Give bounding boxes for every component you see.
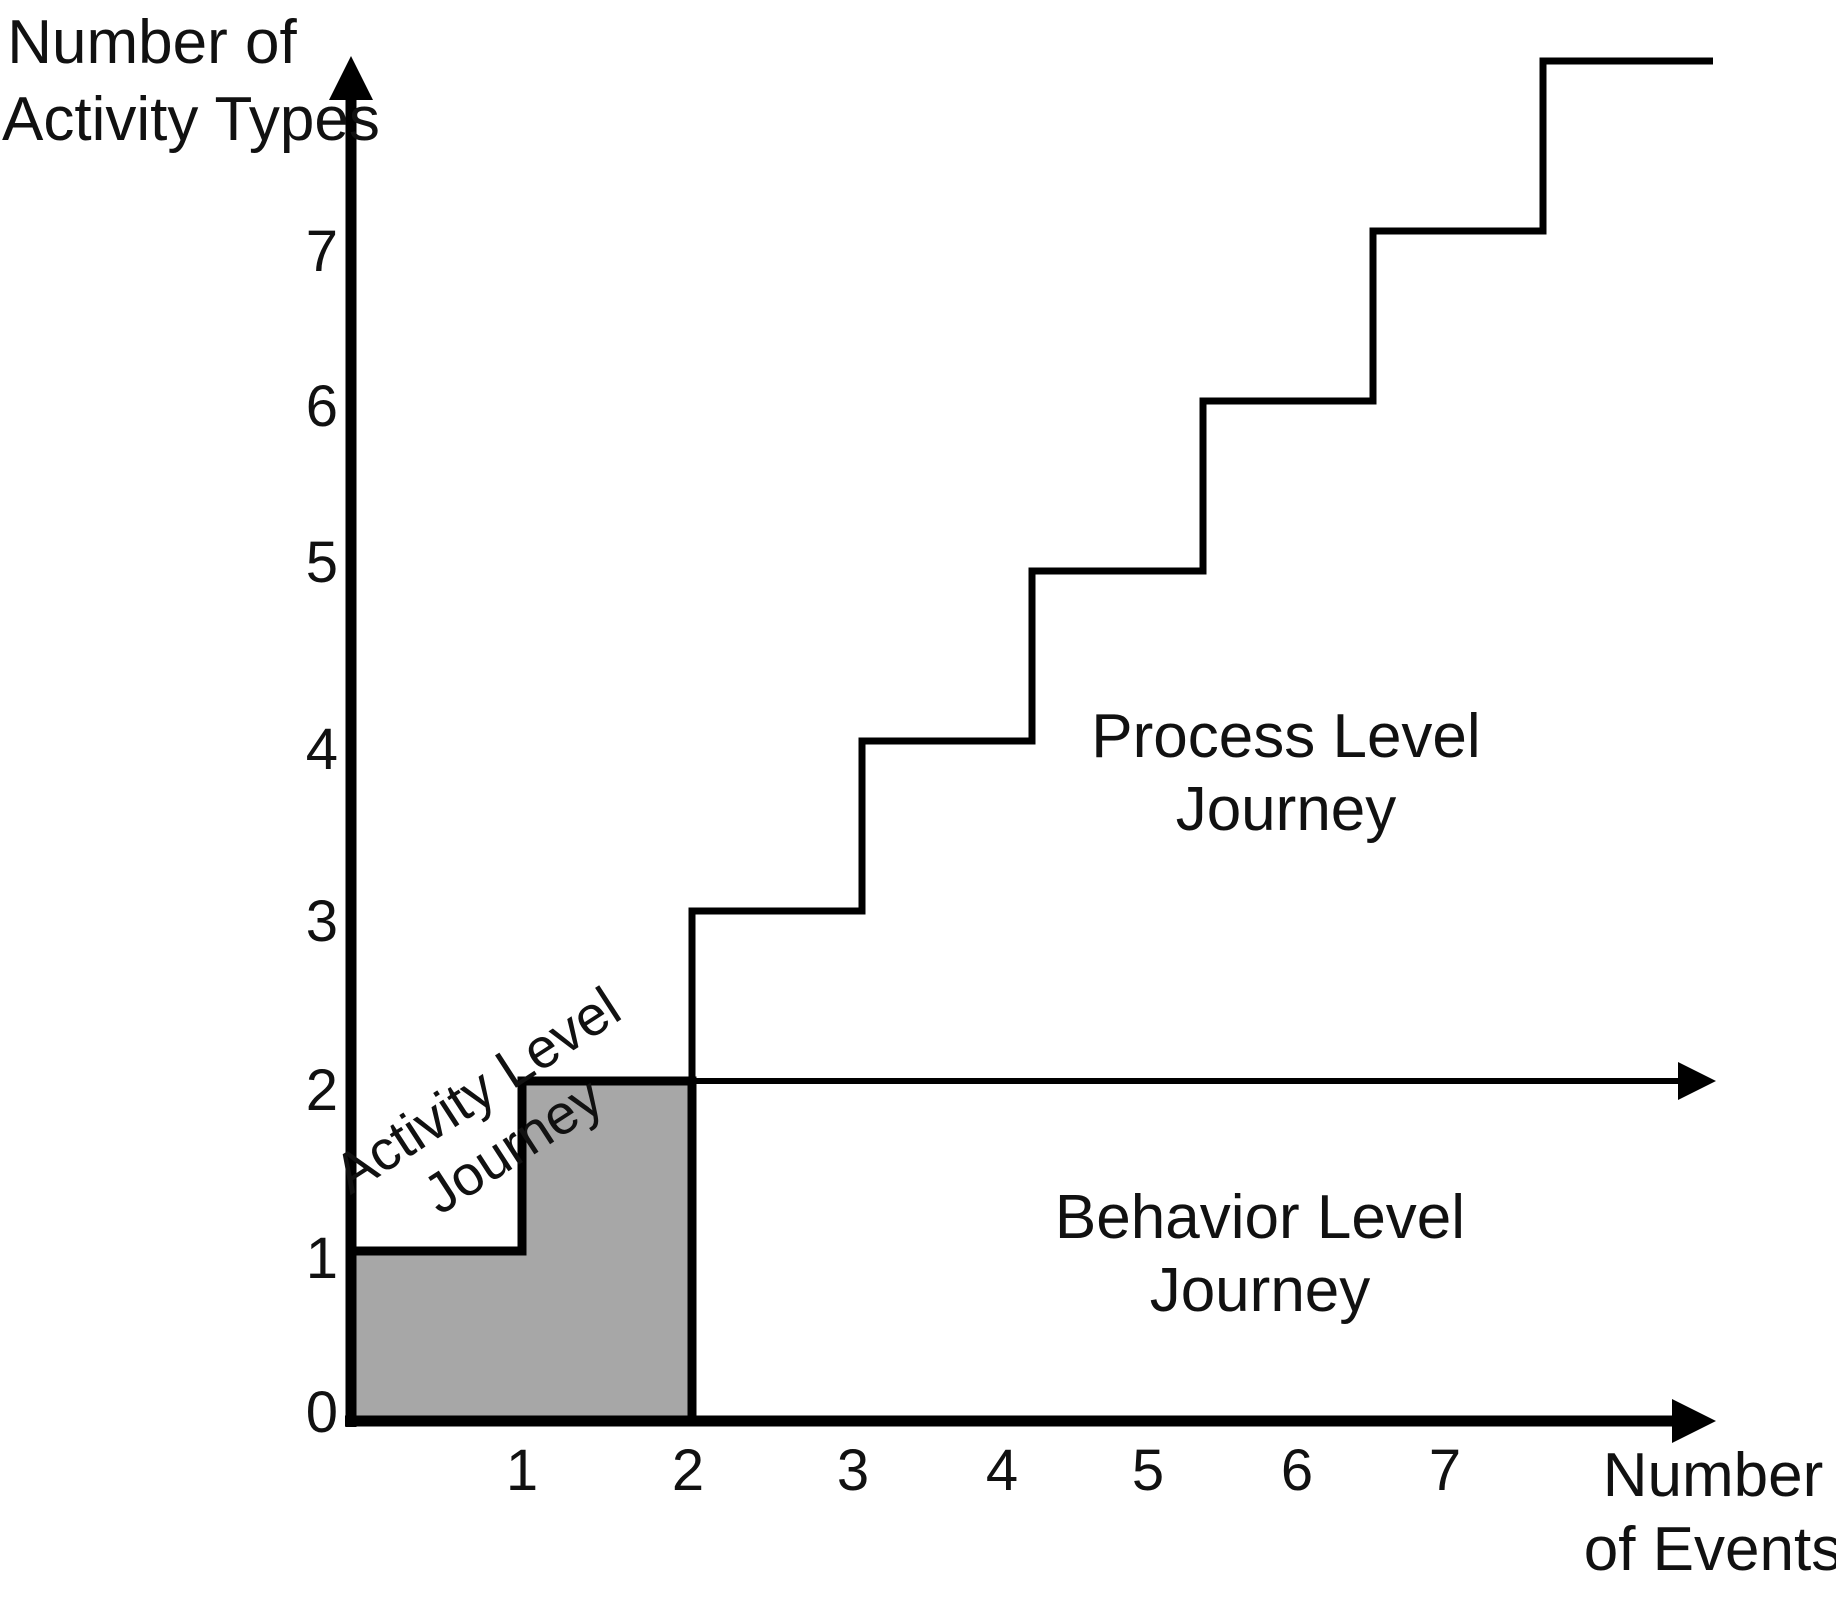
- y-tick-2: 2: [305, 1058, 338, 1123]
- behavior-level-journey-label: Behavior Level Journey: [1010, 1181, 1510, 1327]
- y-axis-title-line2: Activity Types: [2, 85, 380, 154]
- y-tick-0: 0: [305, 1380, 338, 1445]
- x-tick-5: 5: [1131, 1438, 1165, 1503]
- y-tick-5: 5: [305, 530, 338, 595]
- y-tick-4: 4: [305, 717, 338, 782]
- behavior-label-line1: Behavior Level: [1054, 1183, 1466, 1252]
- y-axis-arrowhead: [329, 56, 373, 100]
- x-axis-title-line1: Number: [1602, 1441, 1824, 1510]
- process-level-journey-label: Process Level Journey: [1036, 700, 1536, 846]
- x-axis-title-line2: of Events: [1583, 1515, 1836, 1584]
- x-axis-arrowhead: [1672, 1399, 1716, 1443]
- y-axis-title: Number of Activity Types: [2, 4, 380, 158]
- x-tick-2: 2: [671, 1438, 705, 1503]
- process-label-line2: Journey: [1175, 775, 1397, 844]
- x-tick-1: 1: [505, 1438, 539, 1503]
- behavior-arrowhead: [1678, 1062, 1716, 1100]
- x-tick-6: 6: [1280, 1438, 1314, 1503]
- behavior-label-line2: Journey: [1149, 1256, 1371, 1325]
- y-axis-title-line1: Number of: [7, 8, 297, 77]
- y-tick-7: 7: [305, 219, 338, 284]
- x-tick-4: 4: [985, 1438, 1019, 1503]
- y-tick-6: 6: [305, 374, 338, 439]
- x-tick-3: 3: [836, 1438, 870, 1503]
- x-axis-title: Number of Events: [1563, 1439, 1836, 1587]
- y-tick-1: 1: [305, 1226, 338, 1291]
- x-tick-7: 7: [1428, 1438, 1462, 1503]
- y-tick-3: 3: [305, 889, 338, 954]
- process-step-line: [688, 57, 1713, 1421]
- process-label-line1: Process Level: [1091, 702, 1481, 771]
